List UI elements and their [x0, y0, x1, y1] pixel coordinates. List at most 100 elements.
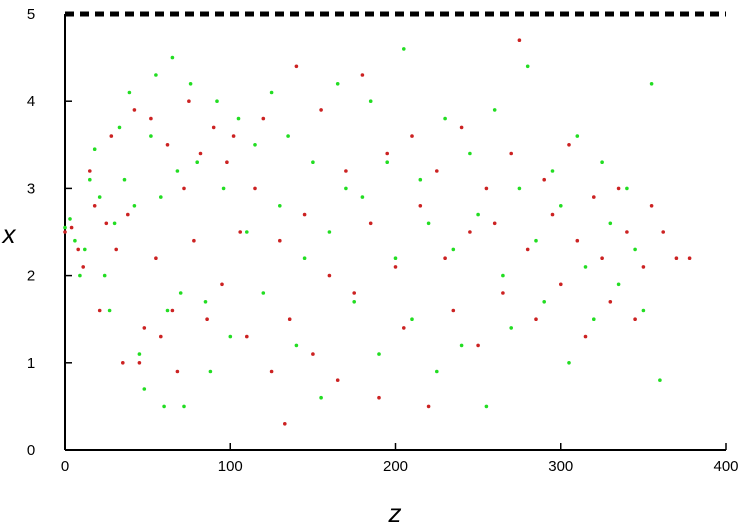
red-point	[484, 186, 489, 191]
green-point	[122, 177, 127, 182]
red-point	[154, 256, 158, 261]
red-point	[360, 73, 365, 77]
red-point	[220, 282, 224, 287]
red-point	[592, 195, 596, 199]
red-point	[352, 291, 357, 295]
green-point	[435, 369, 439, 374]
green-point	[468, 151, 472, 156]
red-point	[550, 212, 555, 217]
green-point	[608, 221, 613, 226]
green-point	[319, 395, 323, 400]
red-point	[132, 108, 137, 112]
green-point	[286, 134, 290, 138]
green-point	[269, 90, 274, 95]
green-point	[476, 212, 480, 217]
red-point	[114, 247, 118, 252]
y-tick-label: 0	[27, 442, 35, 459]
red-point	[674, 256, 679, 261]
red-point	[393, 265, 398, 269]
ticks-layer: 0 100 200 300 400 0 1 2 3 4 5	[27, 6, 739, 475]
red-point	[142, 326, 147, 330]
green-point	[165, 308, 170, 313]
green-point	[253, 143, 257, 147]
y-tick-label: 5	[27, 6, 35, 23]
green-point	[641, 308, 646, 313]
red-point	[261, 116, 266, 121]
red-point	[567, 143, 571, 147]
x-tick-label: 300	[548, 458, 573, 475]
red-point	[542, 177, 546, 182]
green-point	[451, 247, 456, 252]
green-point	[616, 282, 621, 287]
red-point	[175, 369, 180, 374]
green-point	[344, 186, 348, 191]
red-point	[418, 204, 423, 208]
red-point	[501, 291, 505, 295]
green-point	[215, 99, 219, 103]
y-tick-label: 1	[27, 355, 35, 372]
red-point	[187, 99, 191, 103]
green-point	[311, 160, 315, 164]
red-point	[211, 125, 216, 130]
green-point	[649, 82, 654, 86]
red-point	[492, 221, 497, 226]
red-point	[63, 230, 67, 234]
red-point	[198, 151, 203, 156]
red-point	[81, 265, 85, 269]
green-point	[236, 116, 241, 121]
red-point	[368, 221, 373, 226]
red-point	[225, 160, 229, 164]
green-point	[182, 404, 186, 409]
green-point	[559, 204, 563, 208]
green-point	[352, 300, 357, 304]
green-point	[335, 82, 340, 86]
green-point	[245, 230, 249, 234]
red-point	[327, 273, 332, 278]
green-point	[159, 195, 163, 199]
red-point	[608, 300, 613, 304]
y-tick-label: 4	[27, 93, 35, 110]
red-point	[385, 151, 390, 156]
red-point	[641, 265, 646, 269]
red-point	[583, 334, 588, 339]
green-point	[175, 169, 180, 173]
red-point	[319, 108, 323, 112]
green-point	[567, 361, 571, 365]
red-point	[165, 143, 170, 147]
red-point	[245, 334, 249, 339]
green-point	[509, 326, 513, 330]
x-tick-label: 400	[713, 458, 738, 475]
red-point	[575, 238, 580, 243]
green-point	[583, 265, 588, 269]
green-point	[377, 352, 381, 356]
y-axis-label: x	[1, 219, 17, 249]
green-point	[625, 186, 629, 191]
green-point	[550, 169, 555, 173]
red-point	[517, 38, 522, 42]
green-point	[178, 291, 183, 295]
red-point	[426, 404, 431, 409]
green-point	[228, 334, 233, 339]
green-point	[162, 404, 166, 409]
red-point	[410, 134, 414, 138]
green-point	[63, 225, 67, 230]
red-point	[205, 317, 209, 322]
green-point	[83, 247, 87, 252]
red-point	[335, 378, 340, 383]
green-point	[633, 247, 637, 252]
x-tick-label: 100	[218, 458, 243, 475]
red-point	[476, 343, 480, 348]
red-point	[159, 334, 163, 339]
green-point	[221, 186, 226, 191]
x-tick-label: 0	[61, 458, 69, 475]
red-point	[278, 238, 282, 243]
green-point	[73, 238, 77, 243]
red-point	[253, 186, 257, 191]
green-point	[142, 387, 147, 391]
green-point	[203, 300, 208, 304]
red-point	[468, 230, 472, 234]
red-point	[170, 308, 175, 313]
red-point	[182, 186, 186, 191]
green-point	[102, 273, 107, 278]
red-point	[633, 317, 637, 322]
